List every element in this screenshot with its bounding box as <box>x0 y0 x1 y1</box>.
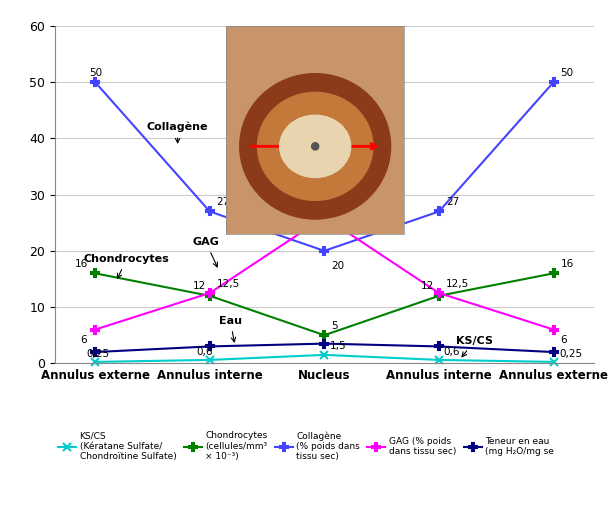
Text: 0,6: 0,6 <box>444 347 460 357</box>
Text: 0,6: 0,6 <box>196 347 212 357</box>
Text: 12: 12 <box>193 281 206 291</box>
Text: 27: 27 <box>217 197 230 207</box>
Ellipse shape <box>312 143 319 150</box>
Text: Collagène: Collagène <box>147 122 208 143</box>
Text: Eau: Eau <box>219 316 242 342</box>
Text: 0,25: 0,25 <box>86 349 109 359</box>
Text: 27: 27 <box>446 197 459 207</box>
Text: 12: 12 <box>420 281 434 291</box>
Text: Chondrocytes: Chondrocytes <box>84 254 170 278</box>
Text: 6: 6 <box>80 335 87 345</box>
Text: 20: 20 <box>331 261 345 270</box>
Text: 6: 6 <box>561 335 567 345</box>
Legend: KS/CS
(Kératane Sulfate/
Chondroïtine Sulfate), Chondrocytes
(cellules/mm³
× 10⁻: KS/CS (Kératane Sulfate/ Chondroïtine Su… <box>58 431 554 461</box>
Text: 26: 26 <box>331 202 345 213</box>
Text: 5: 5 <box>331 321 338 331</box>
Text: 16: 16 <box>75 259 88 269</box>
Text: 12,5: 12,5 <box>446 279 469 289</box>
Ellipse shape <box>240 74 390 219</box>
Text: 16: 16 <box>561 259 573 269</box>
Text: 50: 50 <box>561 67 573 78</box>
Text: 1,5: 1,5 <box>330 342 347 351</box>
Text: 50: 50 <box>89 67 103 78</box>
Text: KS/CS: KS/CS <box>456 336 493 357</box>
Text: 0,25: 0,25 <box>559 349 583 359</box>
Text: GAG: GAG <box>193 237 220 267</box>
Ellipse shape <box>280 115 351 177</box>
Ellipse shape <box>258 92 373 200</box>
Text: 12,5: 12,5 <box>217 279 240 289</box>
FancyBboxPatch shape <box>241 22 390 88</box>
